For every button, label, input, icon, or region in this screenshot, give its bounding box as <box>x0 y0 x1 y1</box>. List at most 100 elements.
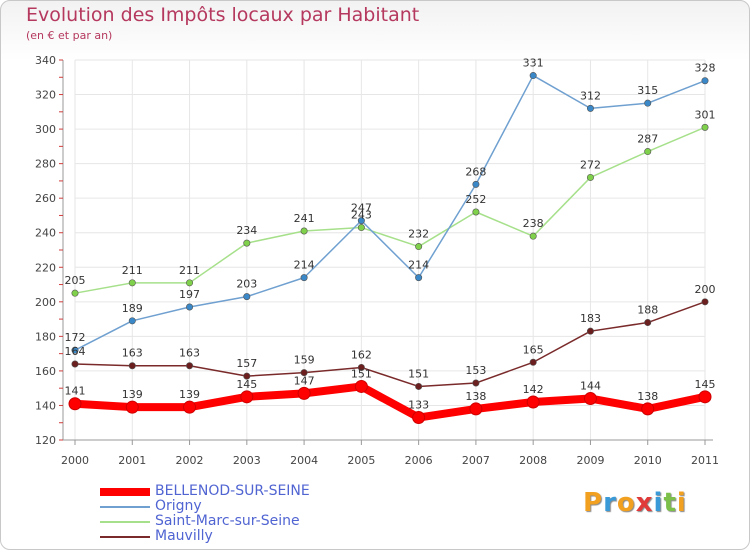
data-point <box>71 289 79 297</box>
data-point <box>583 392 597 406</box>
data-label: 234 <box>236 224 257 237</box>
y-tick-label: 220 <box>35 261 56 274</box>
data-label: 165 <box>523 343 544 356</box>
data-point <box>644 99 652 107</box>
data-point <box>300 369 308 377</box>
data-label: 151 <box>351 367 372 380</box>
chart-title: Evolution des Impôts locaux par Habitant <box>26 4 420 26</box>
data-point <box>243 239 251 247</box>
legend-label-mauvilly: Mauvilly <box>155 528 213 544</box>
y-tick-label: 340 <box>35 54 56 67</box>
data-point <box>698 390 712 404</box>
data-point <box>701 77 709 85</box>
x-tick-label: 2008 <box>519 454 547 467</box>
data-label: 272 <box>580 158 601 171</box>
chart-subtitle: (en € et par an) <box>26 29 113 42</box>
data-point <box>357 363 365 371</box>
data-point <box>243 293 251 301</box>
data-point <box>526 395 540 409</box>
data-point <box>586 173 594 181</box>
data-label: 328 <box>695 62 716 75</box>
data-label: 315 <box>637 84 658 97</box>
y-tick-label: 320 <box>35 89 56 102</box>
data-label: 189 <box>122 302 143 315</box>
data-label: 164 <box>65 345 86 358</box>
data-point <box>641 402 655 416</box>
data-label: 238 <box>523 217 544 230</box>
data-label: 145 <box>236 378 257 391</box>
legend-swatch-bellenod <box>100 488 150 496</box>
data-point <box>71 360 79 368</box>
legend-label-saint-marc: Saint-Marc-sur-Seine <box>155 513 300 529</box>
data-point <box>586 327 594 335</box>
data-point <box>186 362 194 370</box>
data-label: 214 <box>408 259 429 272</box>
data-point <box>125 400 139 414</box>
data-label: 301 <box>695 108 716 121</box>
series-line <box>74 126 706 294</box>
data-point <box>243 372 251 380</box>
data-label: 205 <box>65 274 86 287</box>
data-point <box>412 411 426 425</box>
legend-swatch-mauvilly <box>100 536 150 538</box>
series-line <box>74 301 706 388</box>
x-tick-label: 2004 <box>290 454 318 467</box>
x-tick-label: 2006 <box>405 454 433 467</box>
data-label: 183 <box>580 312 601 325</box>
proxiti-logo: Proxiti <box>583 488 687 518</box>
x-tick-label: 2003 <box>233 454 261 467</box>
data-label: 142 <box>523 383 544 396</box>
data-point <box>183 400 197 414</box>
x-tick-label: 2007 <box>462 454 490 467</box>
legend-swatch-saint-marc <box>100 521 150 523</box>
y-tick-label: 200 <box>35 296 56 309</box>
data-label: 157 <box>236 357 257 370</box>
data-label: 162 <box>351 348 372 361</box>
data-point <box>644 319 652 327</box>
data-label: 243 <box>351 209 372 222</box>
data-label: 145 <box>695 378 716 391</box>
data-label: 287 <box>637 133 658 146</box>
data-label: 241 <box>294 212 315 225</box>
y-tick-label: 120 <box>35 434 56 447</box>
data-point <box>529 358 537 366</box>
data-label: 203 <box>236 278 257 291</box>
y-tick-label: 140 <box>35 399 56 412</box>
x-tick-label: 2002 <box>176 454 204 467</box>
data-label: 153 <box>465 364 486 377</box>
data-point <box>469 402 483 416</box>
y-tick-label: 260 <box>35 192 56 205</box>
data-point <box>529 232 537 240</box>
legend-swatch-origny <box>100 506 150 508</box>
y-tick-label: 160 <box>35 365 56 378</box>
data-point <box>357 217 365 225</box>
x-tick-label: 2000 <box>61 454 89 467</box>
y-tick-label: 300 <box>35 123 56 136</box>
data-point <box>128 317 136 325</box>
data-label: 151 <box>408 367 429 380</box>
data-point <box>128 279 136 287</box>
series-line <box>71 382 709 422</box>
data-point <box>354 379 368 393</box>
x-tick-label: 2009 <box>576 454 604 467</box>
y-tick-label: 280 <box>35 158 56 171</box>
data-point <box>472 180 480 188</box>
data-point <box>472 379 480 387</box>
data-label: 247 <box>351 202 372 215</box>
x-tick-label: 2001 <box>118 454 146 467</box>
data-label: 144 <box>580 380 601 393</box>
data-label: 159 <box>294 354 315 367</box>
data-point <box>701 123 709 131</box>
data-point <box>128 362 136 370</box>
data-label: 138 <box>465 390 486 403</box>
data-point <box>300 274 308 282</box>
data-label: 163 <box>179 347 200 360</box>
data-label: 268 <box>465 165 486 178</box>
legend-label-bellenod: BELLENOD-SUR-SEINE <box>155 483 310 499</box>
series-line <box>74 74 706 351</box>
data-label: 252 <box>465 193 486 206</box>
data-label: 312 <box>580 89 601 102</box>
data-label: 172 <box>65 331 86 344</box>
